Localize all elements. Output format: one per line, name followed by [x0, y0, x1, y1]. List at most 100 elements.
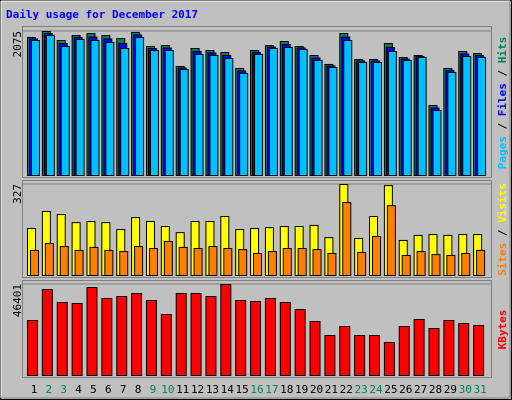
y-tick-label: 46401	[11, 284, 24, 317]
x-tick-label: 27	[414, 383, 427, 396]
legend-separator: /	[496, 116, 509, 136]
bar	[313, 60, 323, 176]
x-tick-label: 28	[429, 383, 442, 396]
bar	[145, 299, 157, 376]
bar	[178, 246, 188, 276]
bar	[298, 48, 308, 176]
bar	[446, 254, 456, 276]
bar	[312, 249, 322, 276]
bar	[116, 296, 128, 376]
legend-entry: Sites	[496, 243, 509, 276]
bar	[223, 248, 233, 277]
bar	[369, 335, 381, 377]
bar	[163, 241, 173, 277]
bar	[383, 341, 395, 376]
bar	[31, 40, 40, 177]
x-tick-label: 23	[355, 383, 368, 396]
bar	[443, 319, 455, 377]
x-tick-label: 22	[340, 383, 353, 396]
legend-entry: Pages	[496, 136, 509, 169]
x-tick-label: 15	[236, 383, 249, 396]
bar	[164, 50, 174, 176]
x-tick-label: 10	[161, 383, 174, 396]
bar	[250, 300, 262, 377]
bar	[149, 50, 159, 176]
bar	[264, 298, 276, 377]
bar	[148, 248, 158, 277]
bar	[89, 246, 99, 276]
bar	[324, 335, 336, 377]
x-tick-label: 7	[120, 383, 127, 396]
bar	[447, 72, 457, 176]
x-tick-label: 30	[459, 383, 472, 396]
bar	[71, 302, 83, 376]
bar	[160, 313, 172, 377]
bar	[205, 296, 217, 376]
x-tick-label: 20	[310, 383, 323, 396]
bar	[134, 246, 144, 277]
x-tick-label: 9	[150, 383, 157, 396]
bar	[461, 253, 471, 276]
bar	[235, 299, 247, 376]
x-tick-label: 1	[31, 383, 38, 396]
bar	[179, 69, 189, 176]
panel	[22, 180, 492, 278]
bar	[238, 249, 248, 276]
bar	[56, 301, 68, 376]
bar	[428, 328, 440, 377]
x-tick-label: 6	[105, 383, 112, 396]
bar	[253, 253, 263, 276]
bar	[283, 46, 293, 177]
x-tick-label: 24	[369, 383, 383, 396]
bar	[297, 248, 307, 277]
bar	[254, 53, 264, 176]
y-tick-label: 327	[11, 184, 24, 204]
bar	[401, 254, 411, 276]
bar	[208, 246, 218, 277]
bar	[90, 40, 100, 177]
bar	[267, 251, 277, 276]
x-tick-label: 2	[46, 383, 53, 396]
panel	[22, 280, 492, 378]
bar	[342, 202, 352, 276]
bar	[175, 292, 187, 376]
x-tick-label: 4	[75, 383, 82, 396]
x-tick-label: 19	[295, 383, 308, 396]
bar	[59, 246, 69, 277]
bar	[476, 249, 486, 277]
y-tick-label: 2075	[11, 31, 24, 58]
bar	[131, 292, 143, 376]
bar	[372, 236, 382, 276]
bar	[60, 45, 70, 176]
bar	[282, 248, 292, 277]
bar	[41, 289, 53, 377]
bar	[413, 319, 425, 377]
bar	[294, 309, 306, 376]
bar	[74, 249, 84, 277]
bar	[373, 62, 383, 176]
bar	[220, 284, 232, 376]
bar	[477, 57, 487, 177]
x-tick-label: 13	[206, 383, 219, 396]
bar	[328, 67, 338, 176]
legend-entry: Files	[496, 83, 509, 116]
bar	[402, 60, 412, 176]
panel	[22, 26, 492, 178]
bar	[75, 38, 85, 176]
bar	[398, 326, 410, 377]
x-tick-label: 3	[60, 383, 67, 396]
bar	[27, 319, 38, 377]
legend: Sites / Visits	[496, 183, 509, 276]
bar	[135, 36, 145, 177]
bar	[209, 55, 219, 176]
bar	[432, 109, 442, 176]
bar	[357, 251, 367, 277]
bar	[86, 287, 98, 376]
bar	[239, 72, 249, 176]
bar	[387, 50, 397, 177]
bar	[105, 41, 115, 177]
x-tick-label: 17	[265, 383, 278, 396]
bar	[343, 40, 353, 177]
legend-entry: Visits	[496, 183, 509, 223]
